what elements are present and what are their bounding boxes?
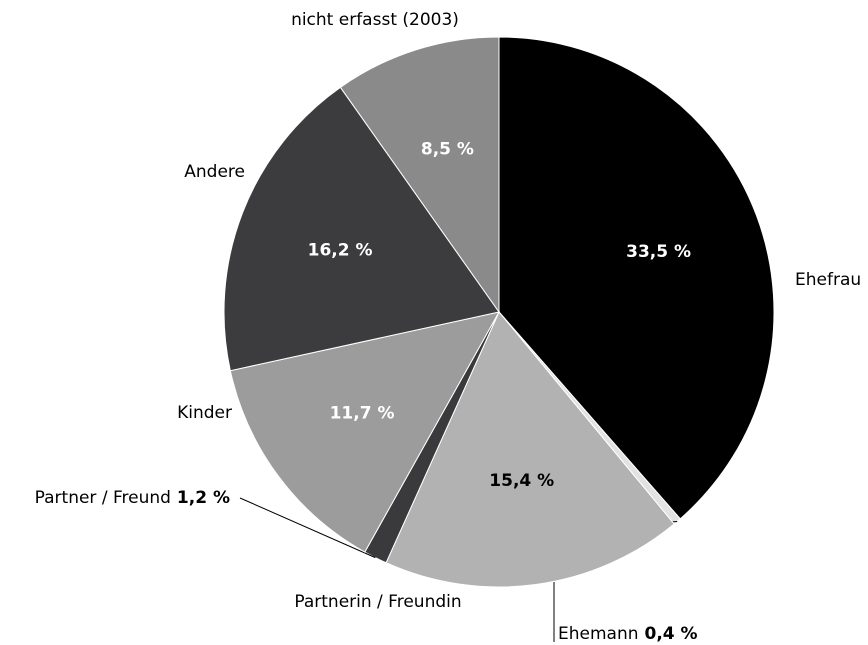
value-label: 11,7 %: [330, 404, 395, 424]
category-label: nicht erfasst (2003): [291, 10, 459, 30]
slice-label: Ehefrau: [795, 270, 861, 290]
pie-slice: [498, 36, 775, 520]
leader-line: [239, 497, 376, 559]
slice-label: Partner / Freund 1,2 %: [35, 488, 230, 508]
pie-slice: [223, 86, 500, 372]
category-label: Ehemann: [558, 624, 639, 644]
slice-label: Andere: [184, 162, 245, 182]
category-label: Kinder: [177, 403, 232, 423]
slice-label: Kinder: [177, 403, 232, 423]
category-label: Andere: [184, 162, 245, 182]
category-label: Ehefrau: [795, 270, 861, 290]
value-label: 15,4 %: [489, 471, 554, 491]
slice-label: Ehemann 0,4 %: [558, 624, 698, 644]
value-label: 1,2 %: [177, 488, 230, 508]
pie-slice: [339, 36, 500, 314]
value-label: 8,5 %: [421, 139, 474, 159]
value-label: 16,2 %: [308, 240, 373, 260]
slice-label: nicht erfasst (2003): [291, 10, 459, 30]
value-label: 33,5 %: [626, 242, 691, 262]
slice-label: Partnerin / Freundin: [294, 592, 461, 612]
value-label: 0,4 %: [645, 624, 698, 644]
category-label: Partner / Freund: [35, 488, 171, 508]
pie-slice: [385, 311, 675, 588]
pie-slice: [229, 311, 500, 553]
category-label: Partnerin / Freundin: [294, 592, 461, 612]
